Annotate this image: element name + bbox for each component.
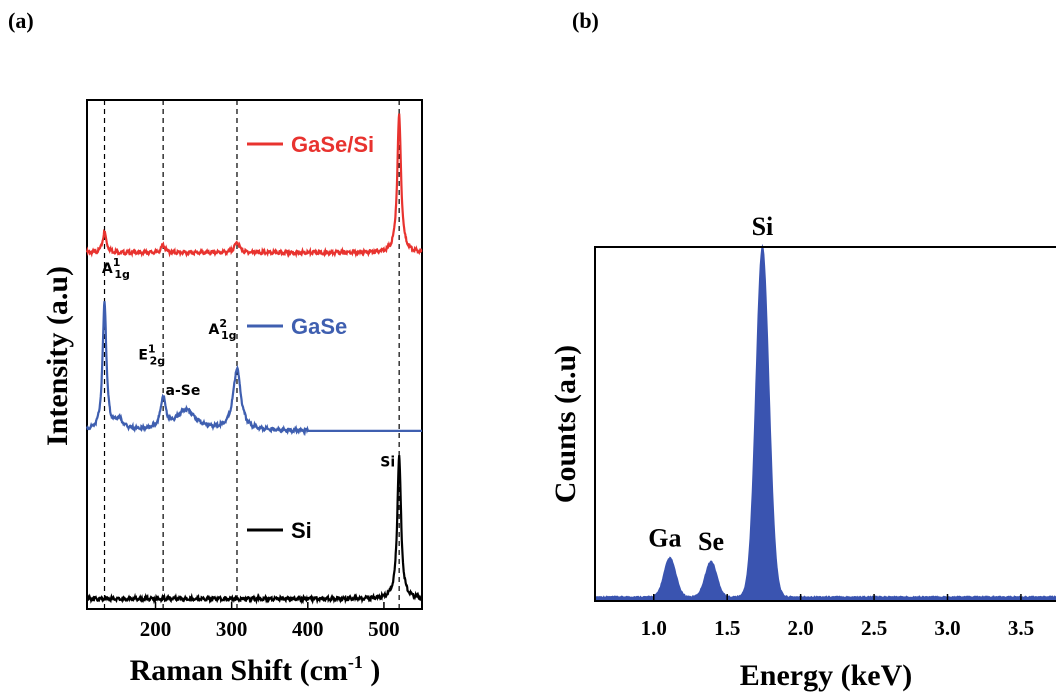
raman-y-axis-title: Intensity (a.u) — [41, 266, 74, 446]
eds-peak-label-ga: Ga — [648, 524, 681, 553]
peak-annotation-2: A2 1g — [209, 317, 237, 342]
eds-x-tick-label-3: 2.5 — [861, 616, 887, 640]
eds-peak-label-se: Se — [698, 527, 724, 556]
eds-x-tick-label-0: 1.0 — [641, 616, 667, 640]
eds-x-tick-label-2: 2.0 — [788, 616, 814, 640]
peak-annotation-4: Si — [380, 454, 395, 470]
eds-chart: 1.0 1.5 2.0 2.5 3.0 3.5 Ga Se Si Counts (a.u) E… — [549, 212, 1056, 692]
eds-y-axis-title: Counts (a.u) — [549, 345, 582, 503]
eds-x-axis-title: Energy (keV) — [740, 659, 912, 692]
eds-x-tick-label-5: 3.5 — [1008, 616, 1034, 640]
raman-x-tick-label-1: 300 — [216, 617, 248, 641]
peak-annotation-0: A1 1g — [102, 256, 130, 281]
eds-x-tick-label-4: 3.0 — [934, 616, 960, 640]
series-line-gase-si — [85, 113, 423, 259]
raman-x-tick-label-0: 200 — [140, 617, 172, 641]
raman-x-tick-label-3: 500 — [368, 617, 400, 641]
series-line-gase — [85, 301, 422, 437]
series-line-si — [86, 455, 423, 605]
legend-entry-2: Si — [291, 518, 312, 543]
legend-entry-1: GaSe — [291, 314, 347, 339]
eds-plot-frame — [594, 246, 1056, 602]
peak-annotation-1: E1 2g — [138, 343, 165, 368]
eds-spectrum-area — [594, 243, 1056, 602]
eds-peak-label-si: Si — [752, 212, 774, 241]
raman-x-tick-label-2: 400 — [292, 617, 324, 641]
panel-label-a: (a) — [8, 8, 34, 33]
peak-annotation-3: a-Se — [166, 383, 201, 399]
raman-x-axis-title: Raman Shift (cm-1 ) — [130, 652, 381, 687]
raman-plot-frame — [86, 99, 423, 610]
raman-chart: 200 300 400 500 GaSe/Si GaSe Si A1 1g E1 2g A2 1g a… — [41, 99, 423, 687]
panel-label-b: (b) — [572, 8, 599, 33]
legend-entry-0: GaSe/Si — [291, 132, 374, 157]
eds-x-tick-label-1: 1.5 — [714, 616, 740, 640]
